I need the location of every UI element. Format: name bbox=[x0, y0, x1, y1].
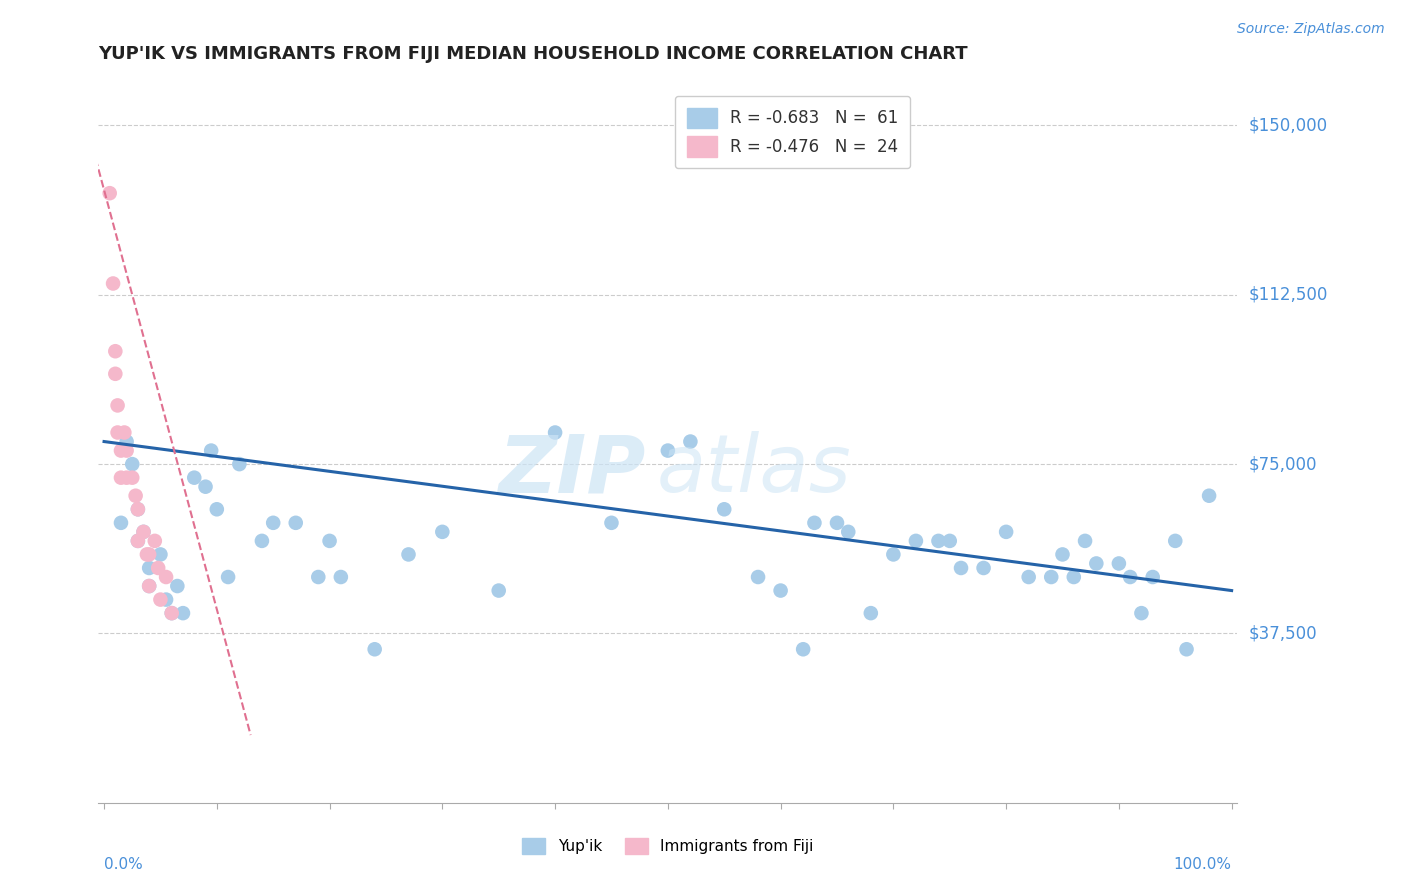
Point bbox=[98, 186, 121, 201]
Point bbox=[132, 524, 155, 539]
Point bbox=[1108, 557, 1130, 571]
Point bbox=[101, 277, 124, 291]
Point bbox=[183, 470, 205, 484]
Text: $150,000: $150,000 bbox=[1249, 117, 1327, 135]
Text: 100.0%: 100.0% bbox=[1174, 857, 1232, 872]
Point bbox=[148, 561, 170, 575]
Point bbox=[110, 516, 132, 530]
Point bbox=[995, 524, 1018, 539]
Point bbox=[127, 502, 149, 516]
Point bbox=[363, 642, 385, 657]
Point bbox=[194, 480, 217, 494]
Point bbox=[121, 457, 143, 471]
Point bbox=[127, 533, 149, 548]
Point bbox=[1063, 570, 1085, 584]
Point bbox=[329, 570, 352, 584]
Text: $37,500: $37,500 bbox=[1249, 624, 1317, 642]
Point bbox=[747, 570, 769, 584]
Point bbox=[1085, 557, 1108, 571]
Point bbox=[205, 502, 228, 516]
Point bbox=[938, 533, 960, 548]
Point bbox=[284, 516, 307, 530]
Point bbox=[882, 548, 904, 562]
Point bbox=[200, 443, 222, 458]
Point bbox=[544, 425, 567, 440]
Point bbox=[115, 443, 138, 458]
Point bbox=[127, 533, 149, 548]
Point bbox=[138, 579, 160, 593]
Point bbox=[104, 344, 127, 359]
Text: YUP'IK VS IMMIGRANTS FROM FIJI MEDIAN HOUSEHOLD INCOME CORRELATION CHART: YUP'IK VS IMMIGRANTS FROM FIJI MEDIAN HO… bbox=[98, 45, 969, 63]
Point bbox=[127, 502, 149, 516]
Point bbox=[115, 434, 138, 449]
Point bbox=[803, 516, 825, 530]
Point bbox=[135, 548, 157, 562]
Point bbox=[149, 592, 172, 607]
Point bbox=[107, 398, 129, 412]
Text: ZIP: ZIP bbox=[498, 432, 645, 509]
Point bbox=[1052, 548, 1074, 562]
Point bbox=[115, 470, 138, 484]
Point bbox=[318, 533, 340, 548]
Point bbox=[1198, 489, 1220, 503]
Text: $75,000: $75,000 bbox=[1249, 455, 1317, 473]
Point bbox=[250, 533, 273, 548]
Point bbox=[160, 606, 183, 620]
Point bbox=[837, 524, 859, 539]
Point bbox=[1040, 570, 1063, 584]
Point bbox=[1018, 570, 1040, 584]
Point bbox=[160, 606, 183, 620]
Point bbox=[228, 457, 250, 471]
Point bbox=[112, 425, 135, 440]
Text: Source: ZipAtlas.com: Source: ZipAtlas.com bbox=[1237, 22, 1385, 37]
Point bbox=[110, 470, 132, 484]
Point bbox=[166, 579, 188, 593]
Text: 0.0%: 0.0% bbox=[104, 857, 143, 872]
Point bbox=[679, 434, 702, 449]
Point bbox=[825, 516, 848, 530]
Point bbox=[398, 548, 420, 562]
Point bbox=[138, 548, 160, 562]
Point bbox=[1142, 570, 1164, 584]
Point bbox=[950, 561, 973, 575]
Point bbox=[132, 524, 155, 539]
Point bbox=[769, 583, 792, 598]
Point bbox=[172, 606, 194, 620]
Point bbox=[138, 561, 160, 575]
Point bbox=[1130, 606, 1153, 620]
Point bbox=[262, 516, 284, 530]
Point bbox=[149, 548, 172, 562]
Text: $112,500: $112,500 bbox=[1249, 285, 1327, 304]
Point bbox=[657, 443, 679, 458]
Point bbox=[143, 533, 166, 548]
Point bbox=[488, 583, 510, 598]
Text: atlas: atlas bbox=[657, 432, 851, 509]
Point bbox=[110, 443, 132, 458]
Legend: Yup'ik, Immigrants from Fiji: Yup'ik, Immigrants from Fiji bbox=[516, 832, 820, 860]
Point bbox=[432, 524, 454, 539]
Point bbox=[107, 425, 129, 440]
Point bbox=[904, 533, 927, 548]
Point bbox=[307, 570, 329, 584]
Point bbox=[104, 367, 127, 381]
Point bbox=[124, 489, 146, 503]
Point bbox=[1175, 642, 1198, 657]
Point bbox=[973, 561, 995, 575]
Point bbox=[155, 570, 177, 584]
Point bbox=[1074, 533, 1097, 548]
Point bbox=[155, 592, 177, 607]
Point bbox=[792, 642, 814, 657]
Point bbox=[859, 606, 882, 620]
Point bbox=[121, 470, 143, 484]
Point bbox=[217, 570, 239, 584]
Point bbox=[1164, 533, 1187, 548]
Point bbox=[138, 579, 160, 593]
Point bbox=[927, 533, 949, 548]
Point bbox=[600, 516, 623, 530]
Point bbox=[713, 502, 735, 516]
Point bbox=[1119, 570, 1142, 584]
